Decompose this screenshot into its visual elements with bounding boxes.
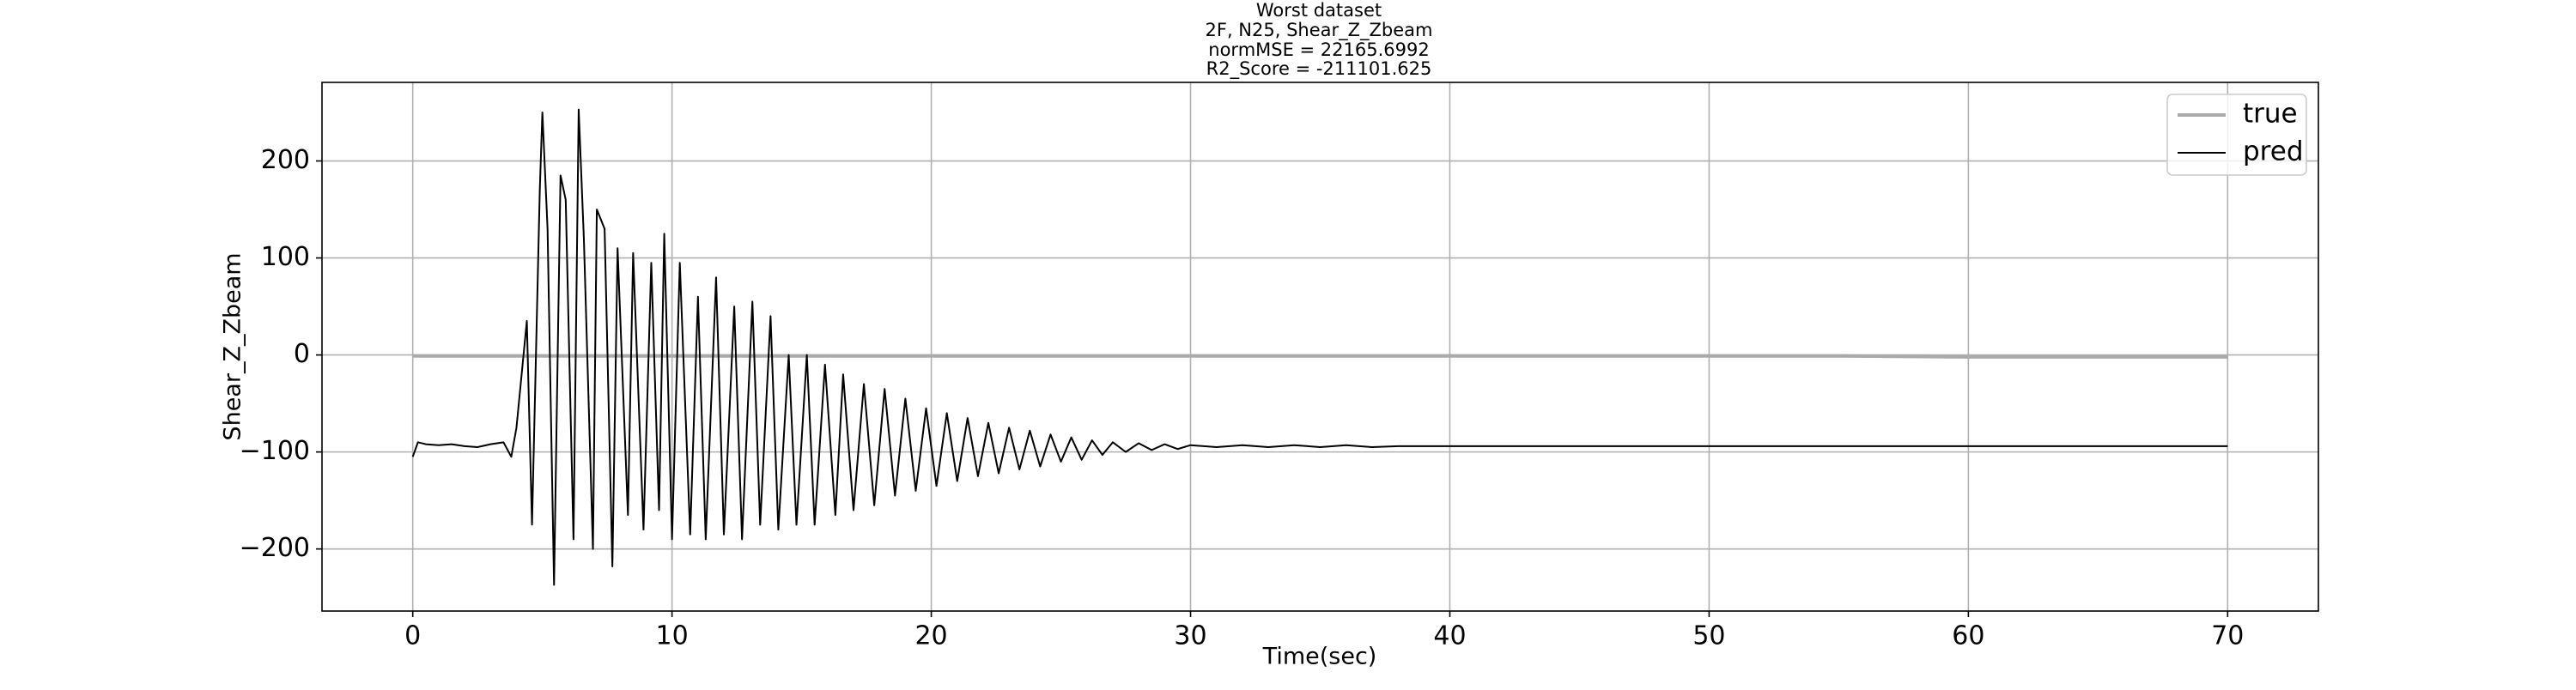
y-tick-label: −100	[240, 436, 310, 466]
x-tick-label: 50	[1692, 621, 1725, 651]
y-tick-label: 100	[261, 242, 310, 272]
legend-label: pred	[2243, 136, 2304, 167]
x-tick-label: 70	[2211, 621, 2244, 651]
chart-subtitle: normMSE = 22165.6992	[1208, 39, 1429, 60]
x-axis-label: Time(sec)	[1262, 644, 1377, 670]
chart-title: Worst dataset	[1256, 0, 1382, 21]
legend-label: true	[2243, 99, 2298, 130]
y-axis-label: Shear_Z_Zbeam	[220, 252, 246, 440]
y-tick-label: 200	[261, 145, 310, 175]
line-series	[412, 354, 2228, 359]
legend: true pred	[2166, 94, 2307, 176]
x-tick-label: 60	[1952, 621, 1984, 651]
x-tick-label: 10	[656, 621, 689, 651]
x-tick-label: 30	[1174, 621, 1206, 651]
chart-subtitle: R2_Score = -211101.625	[1206, 58, 1432, 80]
line-series	[411, 108, 2228, 586]
plot-frame	[321, 82, 2319, 612]
y-tick-label: 0	[294, 339, 310, 369]
x-tick-label: 0	[404, 621, 421, 651]
y-tick-label: −200	[240, 533, 310, 563]
x-tick-label: 40	[1433, 621, 1466, 651]
x-tick-label: 20	[914, 621, 947, 651]
chart-subtitle: 2F, N25, Shear_Z_Zbeam	[1206, 20, 1433, 41]
